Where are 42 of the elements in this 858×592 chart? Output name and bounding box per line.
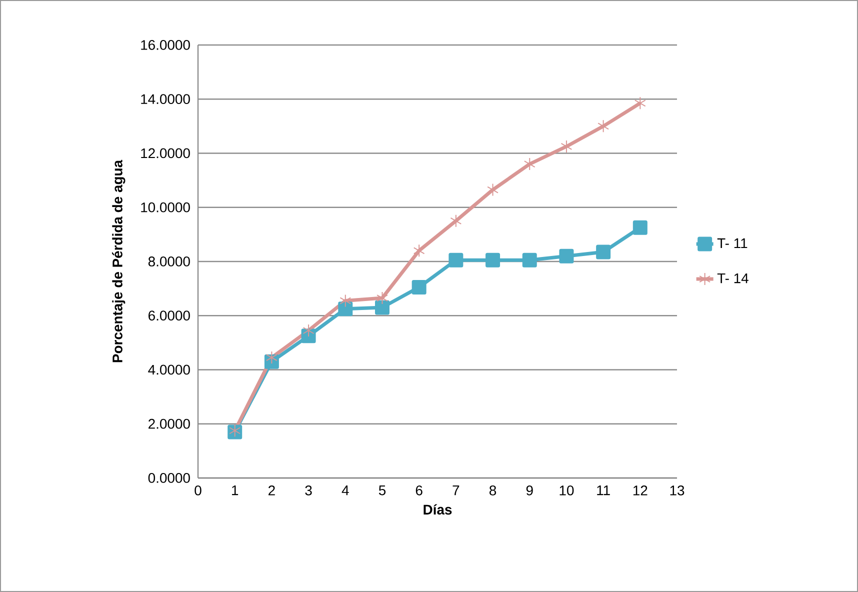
x-tick-label: 8 [490,485,496,496]
x-tick-label: 1 [232,486,238,496]
y-tick-label: 2.0000 [148,418,190,429]
x-tick-label: 9 [526,485,533,496]
x-tick-label: 11 [597,486,610,496]
y-tick-label: 4.0000 [148,364,190,375]
x-tick-label: 3 [305,485,312,496]
y-tick-label: 16.0000 [141,40,190,50]
y-tick-label: 0.0000 [148,473,190,483]
x-tick-label: 5 [378,486,386,496]
y-tick-label: 6.0000 [148,310,190,321]
x-tick-label: 7 [452,486,460,496]
legend-label: T- 14 [717,273,748,284]
point [266,351,278,364]
point [448,252,464,268]
point [634,96,646,110]
x-tick-label: 10 [560,485,574,496]
point [486,252,500,268]
x-tick-label: 6 [416,485,422,496]
point [413,244,425,258]
x-tick-label: 0 [194,485,202,496]
point [559,248,574,264]
point [302,324,314,337]
legend-label: T- 11 [717,238,748,248]
point [338,302,353,316]
y-tick-label: 8.0000 [148,256,190,266]
point [340,294,352,308]
y-tick-label: 10.0000 [141,202,190,212]
x-tick-label: 12 [633,485,648,496]
x-tick-label: 4 [342,486,349,496]
point [522,252,537,268]
x-tick-label: 2 [268,485,275,496]
y-tick-label: 14.0000 [141,94,190,104]
x-axis-title: Días [424,504,452,515]
point [412,280,426,294]
y-tick-label: 12.0000 [141,148,190,158]
point [596,244,611,260]
y-axis-title: Porcentaje de Pérdida de agua [112,160,126,362]
point [376,292,388,305]
x-tick-label: 13 [670,485,684,496]
point [374,300,390,315]
point [632,220,648,235]
